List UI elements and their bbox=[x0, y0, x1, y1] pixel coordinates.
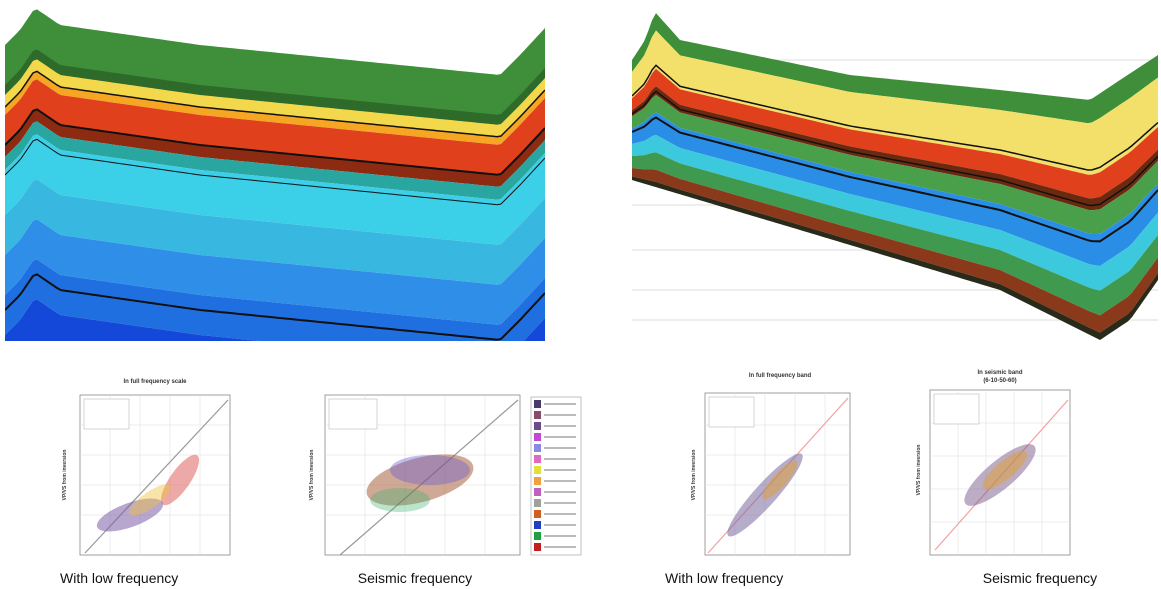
legend-swatch bbox=[534, 521, 541, 529]
stats-box bbox=[934, 394, 979, 424]
legend-swatch bbox=[534, 510, 541, 518]
y-axis-label: VP/VS from inversion bbox=[309, 450, 315, 501]
crossplot: VP/VS from inversion bbox=[309, 395, 581, 555]
plot-title: In full frequency band bbox=[749, 373, 812, 379]
caption: Seismic frequency bbox=[983, 570, 1097, 586]
legend-swatch bbox=[534, 422, 541, 430]
y-axis-label: VP/VS from inversion bbox=[691, 450, 697, 501]
stats-box bbox=[329, 399, 377, 429]
crossplot: In full frequency scale VP/VS from inver… bbox=[62, 379, 230, 555]
y-axis-label: VP/VS from inversion bbox=[62, 450, 68, 501]
y-axis-label: VP/VS from inversion bbox=[916, 445, 922, 496]
caption: Seismic frequency bbox=[358, 570, 472, 586]
seismic-section-left bbox=[5, 9, 545, 454]
point-cloud bbox=[390, 455, 470, 485]
legend-swatch bbox=[534, 488, 541, 496]
caption: With low frequency bbox=[665, 570, 783, 586]
legend-swatch bbox=[534, 400, 541, 408]
figure: In full frequency scale VP/VS from inver… bbox=[0, 0, 1161, 589]
legend-swatch bbox=[534, 444, 541, 452]
legend-swatch bbox=[534, 499, 541, 507]
plot-title: In full frequency scale bbox=[123, 379, 187, 385]
legend-swatch bbox=[534, 411, 541, 419]
legend-swatch bbox=[534, 532, 541, 540]
crossplot: In seismic band (6-10-50-60) VP/VS from … bbox=[916, 370, 1070, 555]
plot-subtitle: (6-10-50-60) bbox=[983, 378, 1016, 384]
stats-box bbox=[84, 399, 129, 429]
seismic-section-right bbox=[632, 13, 1158, 340]
stats-box bbox=[709, 397, 754, 427]
legend-swatch bbox=[534, 543, 541, 551]
caption: With low frequency bbox=[60, 570, 178, 586]
legend-swatch bbox=[534, 433, 541, 441]
legend-swatch bbox=[534, 466, 541, 474]
legend-swatch bbox=[534, 455, 541, 463]
crossplot: In full frequency band VP/VS from invers… bbox=[691, 373, 850, 555]
plot-title: In seismic band bbox=[977, 370, 1022, 376]
point-cloud bbox=[370, 488, 430, 512]
legend bbox=[531, 397, 581, 555]
legend-swatch bbox=[534, 477, 541, 485]
